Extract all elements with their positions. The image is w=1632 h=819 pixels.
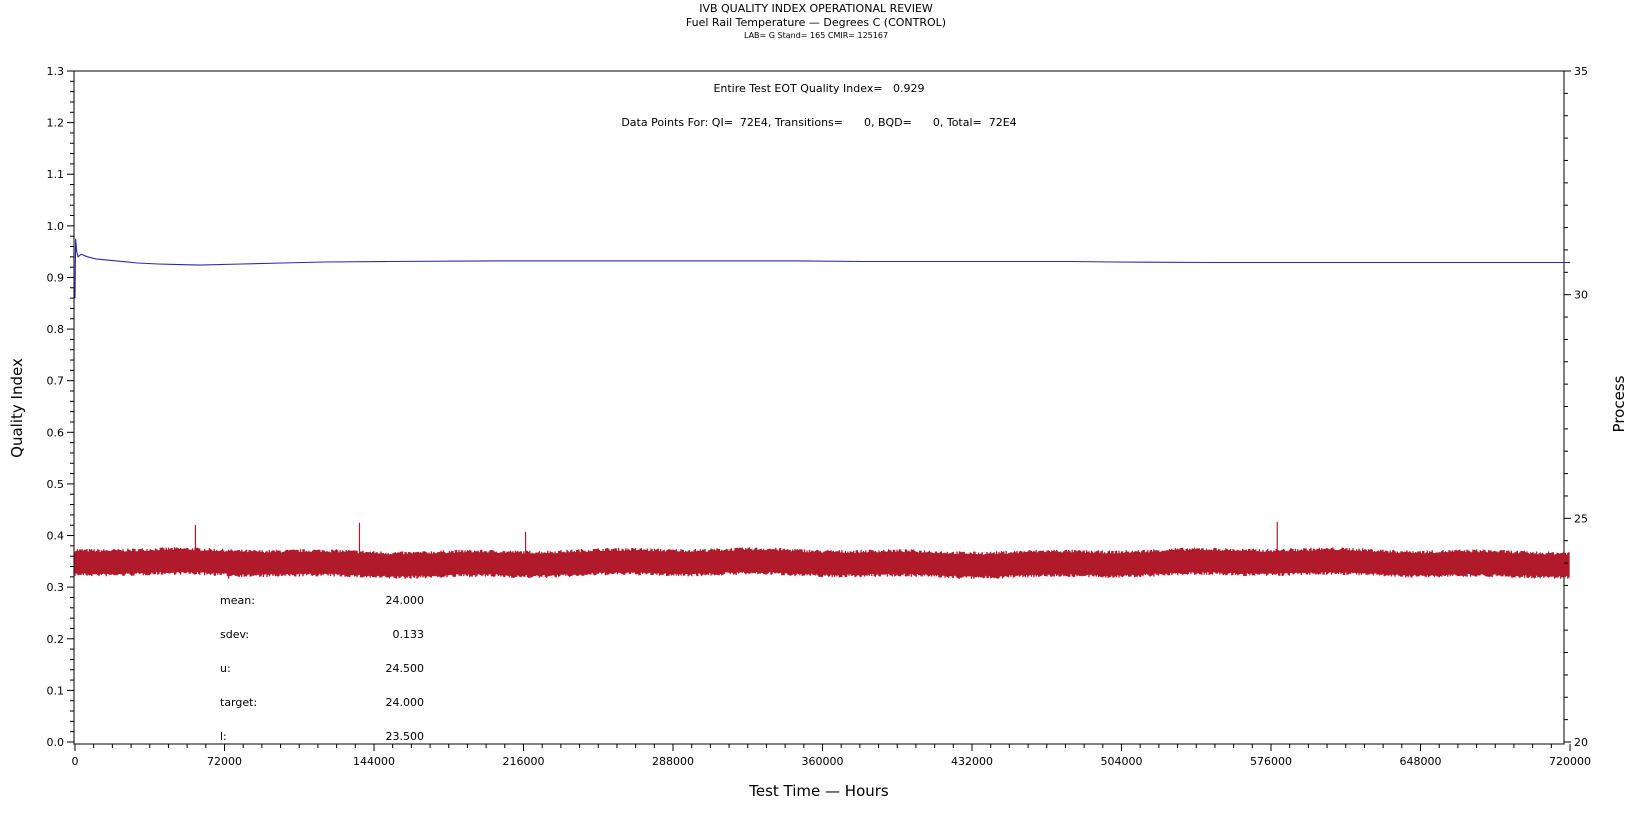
x-tick-label: 576000 bbox=[1250, 755, 1292, 768]
x-tick-label: 360000 bbox=[802, 755, 844, 768]
stat-value: 24.000 bbox=[386, 594, 425, 607]
x-tick-label: 648000 bbox=[1400, 755, 1442, 768]
x-axis: 0 72000 144000 216000 288000 360000 432000 5040… bbox=[72, 744, 1591, 768]
y2-axis-label: Process bbox=[1610, 375, 1628, 432]
stat-value: 0.133 bbox=[393, 628, 425, 641]
stat-label: u: bbox=[220, 662, 231, 675]
y-tick-label: 0.2 bbox=[47, 633, 65, 646]
x-tick-label: 288000 bbox=[652, 755, 694, 768]
y-tick-label: 1.2 bbox=[47, 117, 65, 130]
y-tick-label: 0.5 bbox=[47, 478, 65, 491]
y2-tick-label: 25 bbox=[1574, 512, 1588, 525]
x-tick-label: 144000 bbox=[353, 755, 395, 768]
data-points-annotation: Data Points For: QI= 72E4, Transitions= … bbox=[621, 116, 1016, 129]
y-tick-label: 1.1 bbox=[47, 168, 65, 181]
y-tick-label: 0.0 bbox=[47, 736, 65, 749]
process-series-band bbox=[74, 547, 1570, 579]
quality-index-line bbox=[74, 238, 1570, 299]
x-tick-label: 432000 bbox=[951, 755, 993, 768]
x-tick-label: 0 bbox=[72, 755, 79, 768]
quality-index-annotation: Entire Test EOT Quality Index= 0.929 bbox=[713, 82, 924, 95]
y-tick-label: 0.4 bbox=[47, 530, 65, 543]
y-axis: 0.0 0.1 0.2 0.3 0.4 0.5 0.6 0.7 0.8 0.9 1.0 1.1 1.2 1… bbox=[47, 65, 74, 749]
x-tick-label: 72000 bbox=[207, 755, 242, 768]
y2-axis: 20 25 30 35 bbox=[1564, 65, 1588, 749]
x-axis-label: Test Time — Hours bbox=[748, 782, 889, 800]
chart-title: IVB QUALITY INDEX OPERATIONAL REVIEW bbox=[699, 2, 933, 15]
y-axis-label: Quality Index bbox=[8, 358, 26, 458]
chart-subtitle: Fuel Rail Temperature — Degrees C (CONTR… bbox=[686, 16, 946, 29]
stat-value: 24.500 bbox=[386, 662, 425, 675]
y-tick-label: 1.0 bbox=[47, 220, 65, 233]
y2-tick-label: 20 bbox=[1574, 736, 1588, 749]
chart-subtitle-lab: LAB= G Stand= 165 CMIR= 125167 bbox=[744, 31, 888, 40]
y-tick-label: 0.9 bbox=[47, 271, 65, 284]
plot-marks bbox=[74, 238, 1570, 579]
stats-block: mean: 24.000 sdev: 0.133 u: 24.500 targe… bbox=[220, 594, 424, 743]
y-tick-label: 0.6 bbox=[47, 426, 65, 439]
x-tick-label: 720000 bbox=[1549, 755, 1591, 768]
plot-frame bbox=[73, 70, 1565, 745]
stat-label: mean: bbox=[220, 594, 255, 607]
x-tick-label: 504000 bbox=[1101, 755, 1143, 768]
stat-value: 23.500 bbox=[386, 730, 425, 743]
y-tick-label: 0.1 bbox=[47, 684, 65, 697]
y-tick-label: 0.3 bbox=[47, 581, 65, 594]
x-tick-label: 216000 bbox=[503, 755, 545, 768]
stat-label: target: bbox=[220, 696, 257, 709]
y2-tick-label: 30 bbox=[1574, 289, 1588, 302]
y-tick-label: 0.7 bbox=[47, 375, 65, 388]
y-tick-label: 1.3 bbox=[47, 65, 65, 78]
y-tick-label: 0.8 bbox=[47, 323, 65, 336]
y2-tick-label: 35 bbox=[1574, 65, 1588, 78]
stat-label: l: bbox=[220, 730, 227, 743]
stat-value: 24.000 bbox=[386, 696, 425, 709]
stat-label: sdev: bbox=[220, 628, 249, 641]
